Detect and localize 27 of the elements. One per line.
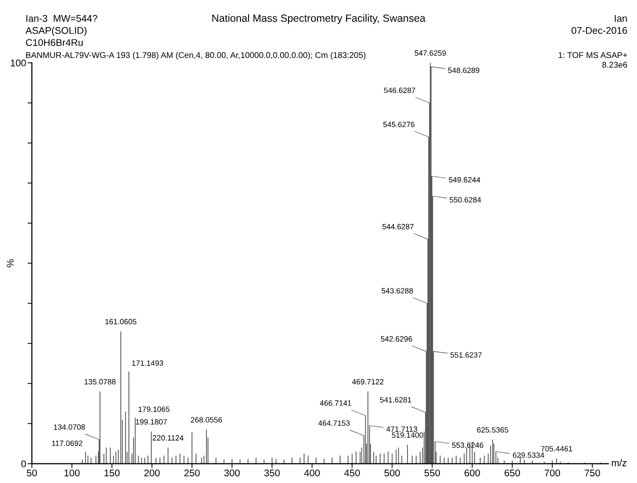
x-tick-label: 200 (144, 469, 160, 476)
text: C10H6Br4Ru (26, 39, 83, 46)
text: Ian (614, 15, 627, 22)
y-tick-label: 0 (21, 460, 26, 468)
x-tick-label: 750 (584, 469, 600, 476)
x-tick-label: 150 (104, 469, 120, 476)
text: 1: TOF MS ASAP+ (558, 52, 628, 58)
x-tick-label: 400 (304, 469, 320, 476)
x-tick-label: 600 (464, 469, 480, 476)
x-tick-label: 500 (384, 469, 400, 476)
y-axis-title: % (6, 259, 14, 268)
x-tick-label: 700 (544, 469, 560, 476)
text: ASAP(SOLID) (26, 26, 86, 36)
text: 07-Dec-2016 (572, 27, 628, 34)
chart-title: National Mass Spectrometry Facility, Swansea (212, 14, 426, 24)
x-tick-label: 100 (64, 469, 80, 476)
x-axis-title: m/z (612, 459, 626, 466)
x-tick-label: 350 (264, 469, 280, 476)
x-tick-label: 50 (26, 469, 37, 476)
x-tick-label: 450 (344, 469, 360, 476)
text: Ian-3 MW=544? (26, 14, 98, 22)
x-tick-label: 650 (504, 469, 520, 476)
text: BANMUR-AL79V-WG-A 193 (1.798) AM (Cen,4, 80.00, Ar,10000.0,0.00,0.00); Cm (183:205) (26, 52, 366, 60)
x-tick-label: 250 (184, 469, 200, 476)
annotation: 8.23e6 (602, 62, 628, 68)
x-tick-label: 550 (424, 469, 440, 476)
x-tick-label: 300 (224, 469, 240, 476)
